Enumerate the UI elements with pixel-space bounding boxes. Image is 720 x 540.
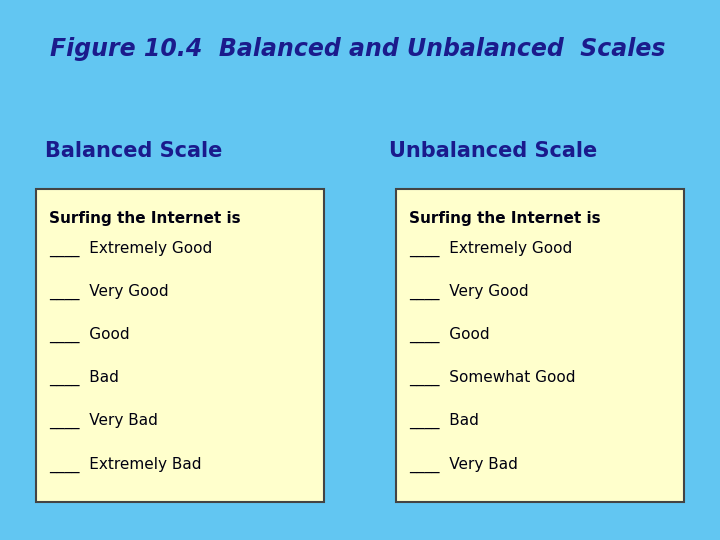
Text: ____  Extremely Bad: ____ Extremely Bad [49, 456, 202, 472]
Text: ____  Bad: ____ Bad [49, 370, 119, 386]
Text: Surfing the Internet is: Surfing the Internet is [49, 211, 240, 226]
Text: Figure 10.4  Balanced and Unbalanced  Scales: Figure 10.4 Balanced and Unbalanced Scal… [50, 37, 666, 60]
FancyBboxPatch shape [36, 189, 324, 502]
Text: ____  Very Good: ____ Very Good [49, 284, 168, 300]
Text: Unbalanced Scale: Unbalanced Scale [389, 141, 598, 161]
Text: ____  Bad: ____ Bad [409, 413, 479, 429]
Text: ____  Good: ____ Good [409, 327, 490, 343]
Text: ____  Very Bad: ____ Very Bad [409, 456, 518, 472]
Text: ____  Good: ____ Good [49, 327, 130, 343]
Text: ____  Very Good: ____ Very Good [409, 284, 528, 300]
FancyBboxPatch shape [396, 189, 684, 502]
Text: ____  Very Bad: ____ Very Bad [49, 413, 158, 429]
Text: ____  Extremely Good: ____ Extremely Good [409, 240, 572, 256]
Text: Balanced Scale: Balanced Scale [45, 141, 222, 161]
Text: Surfing the Internet is: Surfing the Internet is [409, 211, 600, 226]
Text: ____  Somewhat Good: ____ Somewhat Good [409, 370, 575, 386]
Text: ____  Extremely Good: ____ Extremely Good [49, 240, 212, 256]
